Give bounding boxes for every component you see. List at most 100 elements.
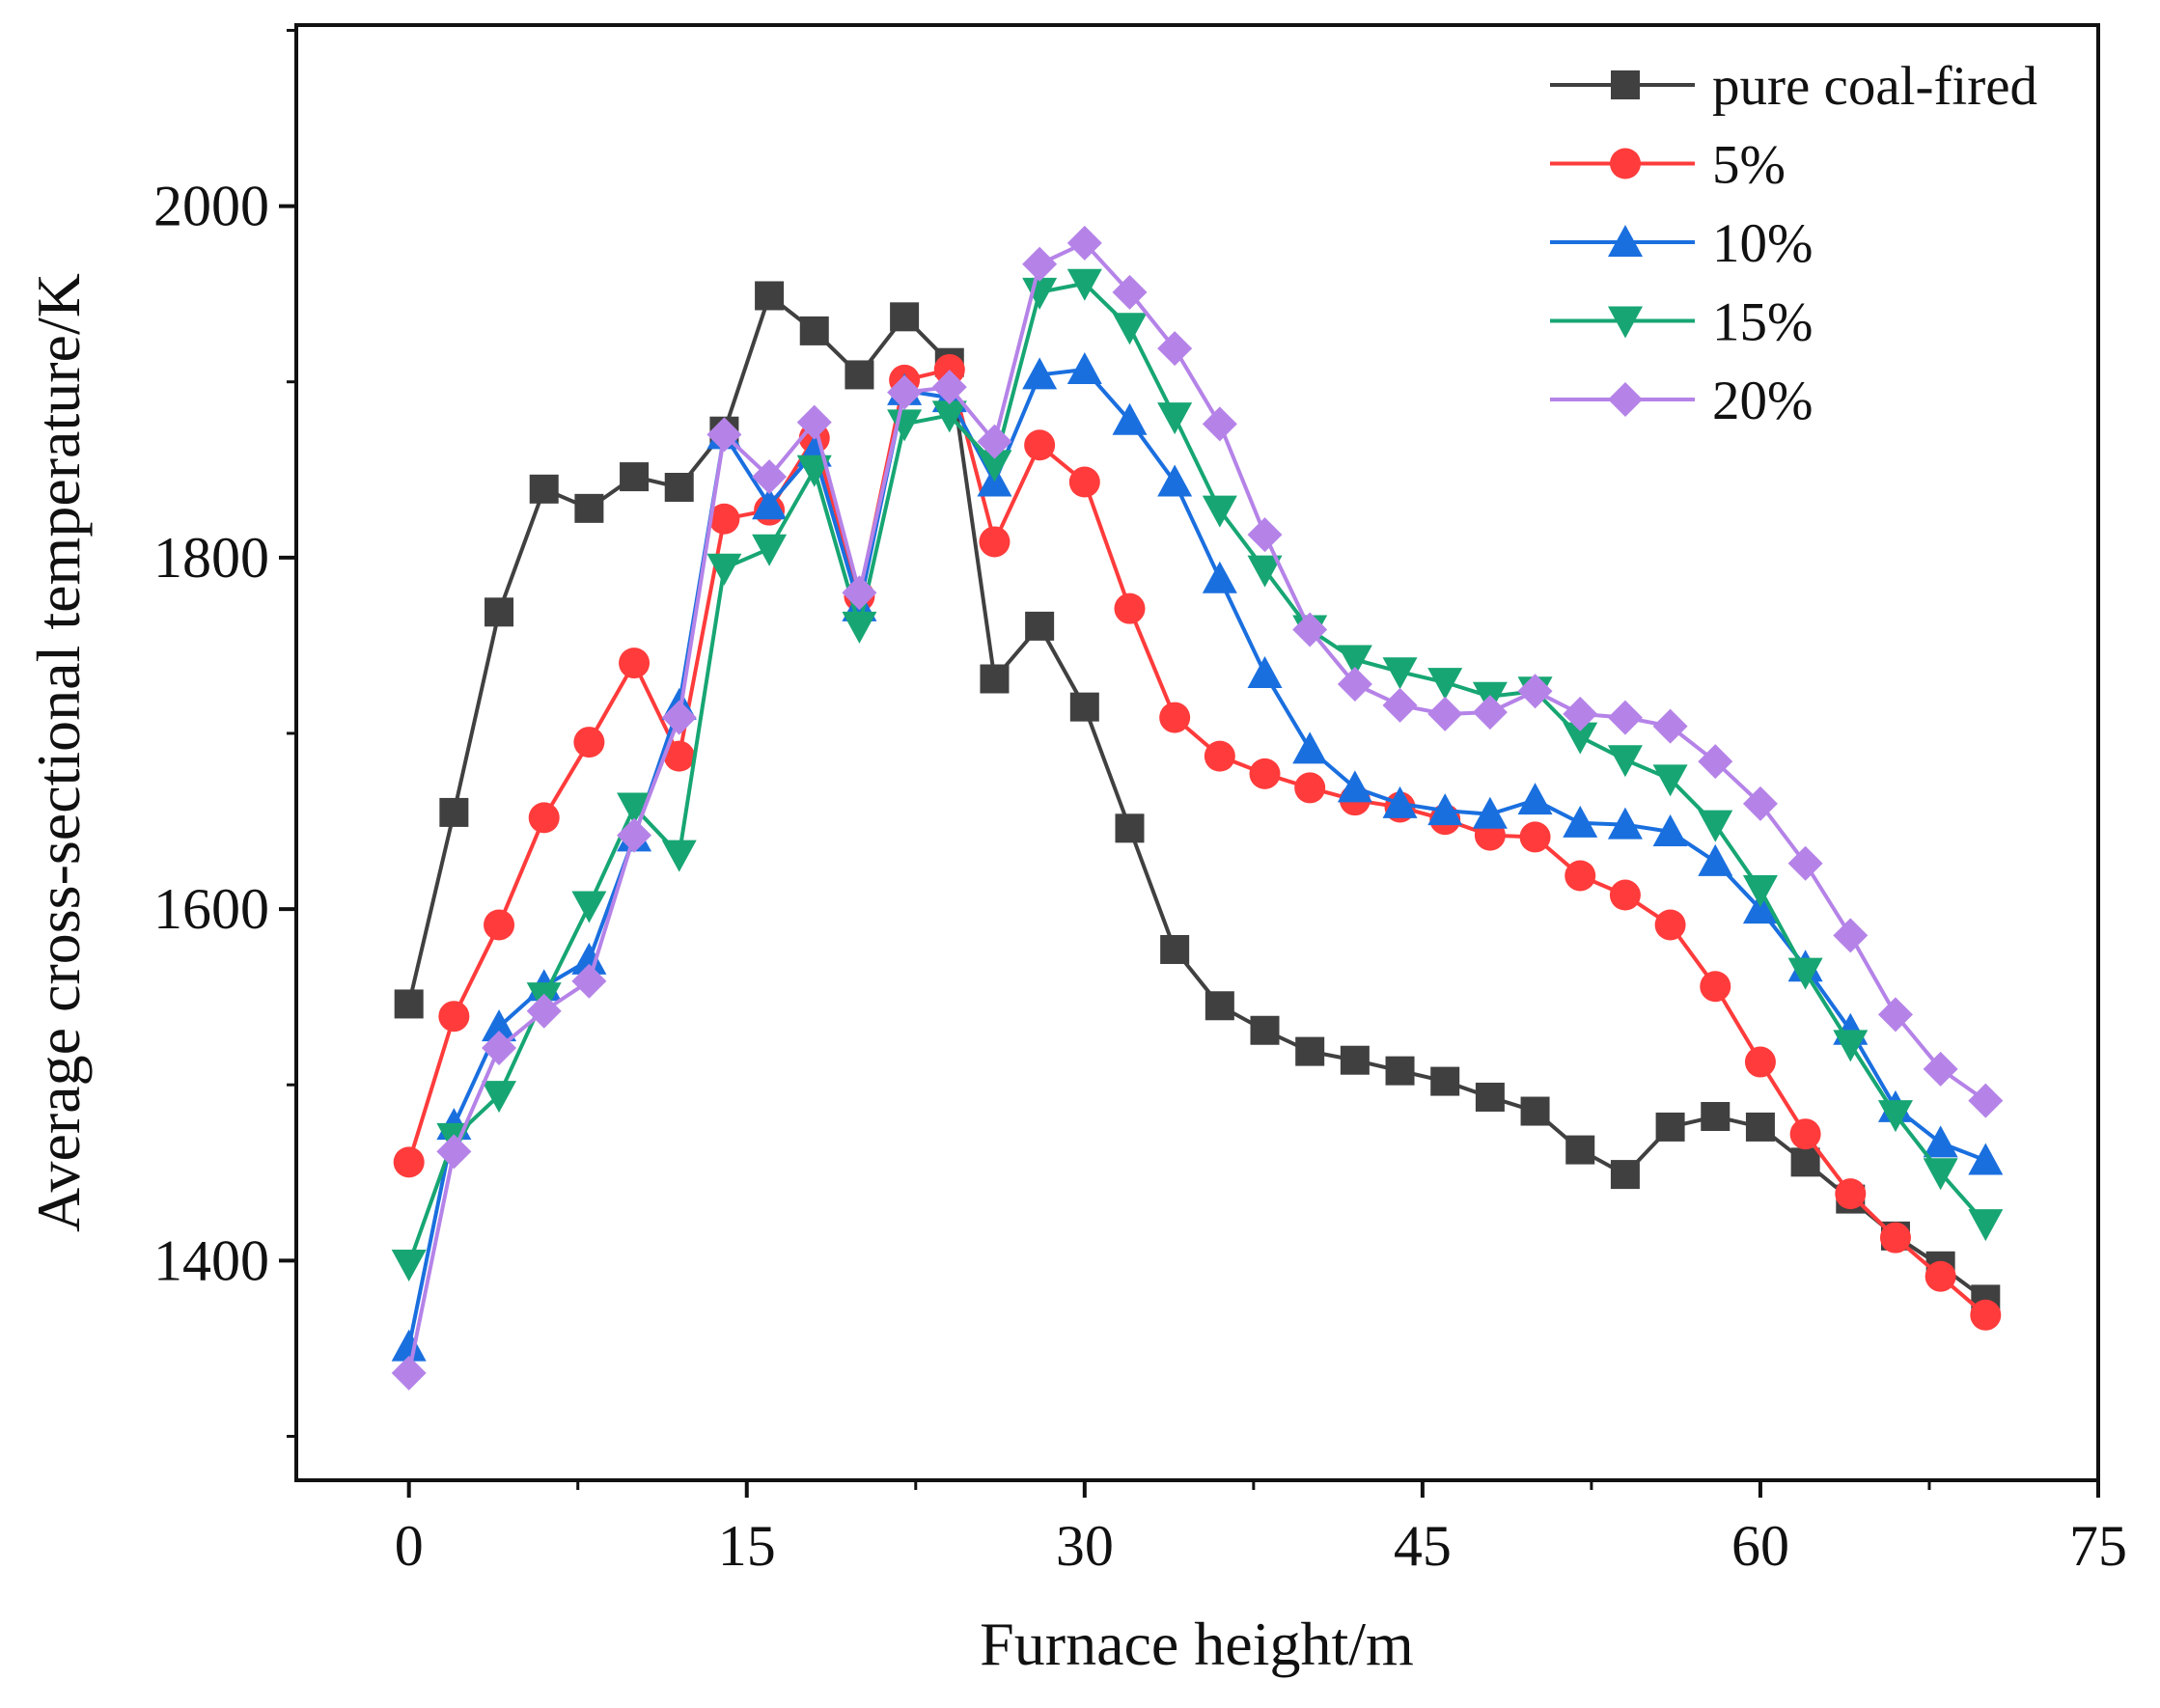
axis-ticks: 0 15 30 45 60 75 1400 1600 1800 2000 — [153, 28, 2127, 1578]
data-point — [1879, 1222, 1911, 1253]
data-point — [393, 1146, 425, 1178]
data-point — [1427, 793, 1463, 826]
data-point — [1565, 1135, 1595, 1165]
data-point — [1382, 657, 1418, 690]
data-point — [933, 353, 965, 385]
data-point — [1250, 1015, 1280, 1045]
data-point — [1607, 700, 1643, 735]
data-point — [1517, 674, 1553, 709]
data-point — [1833, 1030, 1869, 1062]
data-point — [1968, 1083, 2004, 1118]
legend-label: 20% — [1712, 371, 1813, 431]
data-point — [1115, 813, 1145, 843]
data-point — [1024, 429, 1056, 461]
data-point — [1294, 772, 1326, 804]
data-point — [752, 534, 788, 566]
legend-item: 5% — [1550, 135, 1786, 196]
data-point — [1652, 813, 1688, 846]
data-point — [617, 792, 652, 825]
data-point — [977, 424, 1012, 459]
data-point — [1382, 687, 1418, 723]
data-point — [796, 404, 832, 440]
data-point — [571, 891, 607, 923]
data-point — [663, 740, 695, 772]
data-point — [661, 840, 697, 872]
plot-frame — [294, 23, 2100, 1482]
legend-marker — [1608, 225, 1643, 257]
data-point — [620, 462, 650, 492]
data-point — [1022, 277, 1058, 310]
data-point — [617, 817, 652, 853]
data-point — [1789, 1118, 1821, 1150]
data-point — [1968, 1143, 2004, 1175]
data-point — [1157, 402, 1193, 435]
x-tick-label: 15 — [718, 1514, 776, 1578]
data-point — [1609, 879, 1641, 911]
data-point — [1652, 764, 1688, 797]
data-point — [571, 942, 607, 975]
data-point — [1923, 1051, 1958, 1087]
data-point — [799, 316, 829, 345]
data-point — [1701, 1102, 1731, 1131]
data-point — [1160, 934, 1190, 964]
data-point — [752, 487, 788, 520]
data-point — [887, 374, 923, 410]
legend-marker — [1608, 306, 1643, 339]
legend-item: 20% — [1550, 371, 1813, 431]
data-point — [1340, 1045, 1370, 1075]
data-point — [1563, 696, 1598, 731]
x-tick-label: 60 — [1731, 1514, 1789, 1578]
data-point — [706, 553, 742, 586]
data-point — [1923, 1158, 1958, 1191]
data-point — [526, 993, 562, 1029]
data-point — [1923, 1125, 1958, 1158]
legend-item: 10% — [1550, 213, 1813, 274]
data-point — [1970, 1299, 2002, 1331]
data-point — [796, 455, 832, 487]
data-point — [1698, 744, 1733, 780]
data-point — [1069, 692, 1099, 722]
legend-label: 15% — [1712, 292, 1813, 353]
data-point — [1563, 805, 1598, 838]
data-point — [980, 664, 1010, 694]
data-point — [1787, 957, 1823, 990]
legend-label: 10% — [1712, 213, 1813, 274]
data-point — [845, 360, 874, 390]
data-point — [708, 503, 740, 535]
series-layer — [391, 225, 2004, 1391]
data-point — [1204, 740, 1235, 772]
data-point — [528, 802, 560, 834]
data-point — [1385, 1056, 1415, 1086]
data-point — [1112, 274, 1148, 310]
x-tick-label: 75 — [2069, 1514, 2127, 1578]
data-point — [574, 493, 604, 523]
data-point — [1068, 466, 1100, 498]
y-tick-label: 1800 — [153, 526, 269, 590]
data-point — [1968, 1209, 2004, 1242]
x-tick-label: 45 — [1394, 1514, 1452, 1578]
data-point — [1565, 860, 1596, 892]
data-point — [1025, 611, 1055, 641]
data-point — [1877, 1100, 1913, 1133]
data-point — [664, 472, 694, 502]
data-point — [1205, 991, 1234, 1021]
data-point — [931, 400, 967, 433]
data-point — [571, 963, 607, 999]
legend-item: 15% — [1550, 292, 1813, 353]
data-point — [438, 1001, 470, 1033]
data-point — [1202, 495, 1237, 528]
data-point — [1247, 517, 1283, 553]
data-point — [1066, 351, 1102, 384]
x-tick-label: 30 — [1056, 1514, 1114, 1578]
data-point — [1652, 708, 1688, 744]
data-point — [1159, 702, 1191, 733]
data-point — [1835, 1178, 1867, 1210]
data-point — [1563, 722, 1598, 755]
data-point — [391, 1249, 427, 1281]
series-4 — [391, 225, 2004, 1391]
data-point — [1382, 785, 1418, 818]
data-point — [1292, 612, 1328, 647]
data-point — [1655, 1112, 1685, 1142]
data-point — [1337, 645, 1372, 677]
data-point — [1745, 1112, 1775, 1142]
